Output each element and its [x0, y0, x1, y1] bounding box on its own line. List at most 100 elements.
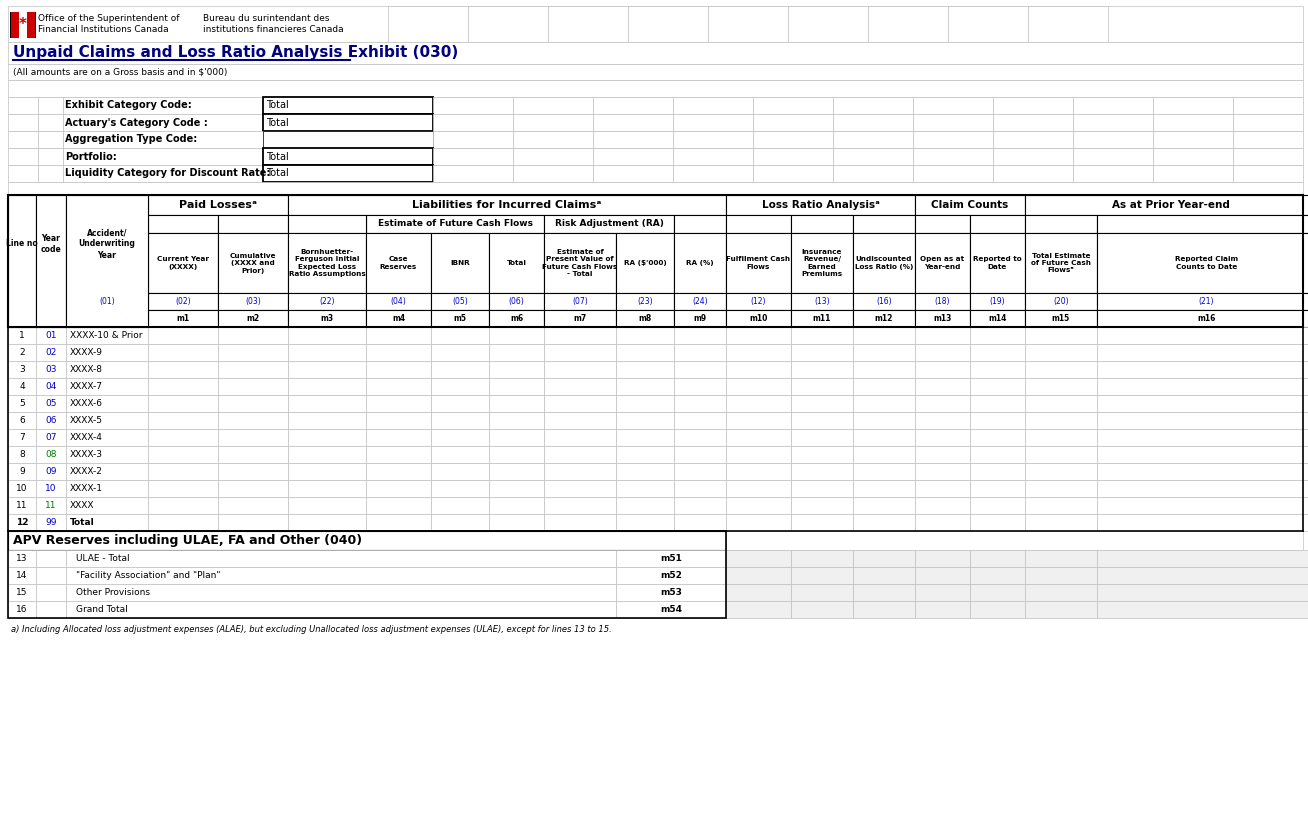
Text: 6: 6: [20, 416, 25, 425]
Bar: [853, 584, 916, 601]
Text: XXXX-4: XXXX-4: [71, 433, 103, 442]
Bar: [433, 114, 513, 131]
Bar: [288, 215, 366, 233]
Bar: [432, 378, 489, 395]
Text: (20): (20): [1053, 297, 1069, 306]
Bar: [63, 97, 263, 114]
Bar: [916, 195, 1025, 215]
Text: (07): (07): [572, 297, 587, 306]
Bar: [916, 233, 971, 293]
Text: Other Provisions: Other Provisions: [76, 588, 150, 597]
Bar: [63, 131, 263, 148]
Text: 9: 9: [20, 467, 25, 476]
Bar: [1097, 395, 1308, 412]
Bar: [593, 114, 674, 131]
Bar: [1025, 601, 1097, 618]
Bar: [37, 361, 65, 378]
Bar: [1097, 567, 1308, 584]
Bar: [544, 378, 616, 395]
Text: Fulfilment Cash
Flows: Fulfilment Cash Flows: [726, 256, 790, 269]
Bar: [971, 446, 1025, 463]
Bar: [791, 480, 853, 497]
Text: XXXX-9: XXXX-9: [71, 348, 103, 357]
Text: Total Estimate
of Future Cash
Flowsᵃ: Total Estimate of Future Cash Flowsᵃ: [1031, 252, 1091, 274]
Bar: [1097, 446, 1308, 463]
Bar: [616, 550, 726, 567]
Bar: [791, 378, 853, 395]
Text: 10: 10: [16, 484, 27, 493]
Bar: [616, 233, 674, 293]
Bar: [971, 327, 1025, 344]
Bar: [8, 531, 726, 618]
Bar: [218, 344, 288, 361]
Bar: [726, 293, 791, 310]
Bar: [288, 395, 366, 412]
Bar: [1097, 310, 1308, 327]
Bar: [708, 6, 787, 42]
Text: 09: 09: [46, 467, 56, 476]
Bar: [544, 497, 616, 514]
Bar: [616, 327, 674, 344]
Bar: [674, 412, 726, 429]
Text: XXXX-2: XXXX-2: [71, 467, 103, 476]
Bar: [726, 463, 791, 480]
Bar: [1097, 293, 1308, 310]
Bar: [916, 310, 971, 327]
Text: XXXX-8: XXXX-8: [71, 365, 103, 374]
Bar: [489, 412, 544, 429]
Bar: [37, 567, 65, 584]
Bar: [791, 446, 853, 463]
Bar: [366, 497, 432, 514]
Bar: [916, 327, 971, 344]
Bar: [1152, 97, 1233, 114]
Bar: [513, 97, 593, 114]
Bar: [37, 463, 65, 480]
Text: 3: 3: [20, 365, 25, 374]
Bar: [993, 114, 1073, 131]
Bar: [971, 429, 1025, 446]
Bar: [8, 361, 37, 378]
Bar: [726, 215, 791, 233]
Bar: [263, 97, 433, 114]
Bar: [489, 446, 544, 463]
Bar: [833, 114, 913, 131]
Text: m2: m2: [246, 314, 259, 323]
Text: Unpaid Claims and Loss Ratio Analysis Exhibit (030): Unpaid Claims and Loss Ratio Analysis Ex…: [13, 46, 458, 60]
Bar: [218, 429, 288, 446]
Bar: [65, 567, 616, 584]
Bar: [916, 395, 971, 412]
Text: (16): (16): [876, 297, 892, 306]
Bar: [971, 378, 1025, 395]
Bar: [8, 446, 37, 463]
Bar: [148, 344, 218, 361]
Bar: [916, 429, 971, 446]
Text: Bureau du surintendant des
institutions financieres Canada: Bureau du surintendant des institutions …: [203, 15, 344, 33]
Text: Open as at
Year-end: Open as at Year-end: [921, 256, 964, 269]
Text: Liquidity Category for Discount Rate:: Liquidity Category for Discount Rate:: [65, 168, 271, 178]
Bar: [674, 327, 726, 344]
Bar: [263, 131, 433, 148]
Text: Grand Total: Grand Total: [76, 605, 128, 614]
Text: (19): (19): [990, 297, 1006, 306]
Bar: [38, 148, 63, 165]
Bar: [726, 531, 1303, 550]
Bar: [853, 395, 916, 412]
Text: Total: Total: [506, 260, 526, 266]
Bar: [433, 165, 513, 182]
Bar: [366, 395, 432, 412]
Bar: [8, 327, 37, 344]
Bar: [8, 412, 37, 429]
Bar: [616, 480, 674, 497]
Text: XXXX-3: XXXX-3: [71, 450, 103, 459]
Bar: [853, 567, 916, 584]
Bar: [37, 310, 65, 327]
Text: 14: 14: [16, 571, 27, 580]
Text: XXXX-1: XXXX-1: [71, 484, 103, 493]
Text: Paid Lossesᵃ: Paid Lossesᵃ: [179, 200, 256, 210]
Bar: [544, 310, 616, 327]
Text: m8: m8: [638, 314, 651, 323]
Bar: [1073, 97, 1152, 114]
Text: Total: Total: [266, 168, 289, 178]
Text: 99: 99: [46, 518, 56, 527]
Bar: [65, 293, 148, 310]
